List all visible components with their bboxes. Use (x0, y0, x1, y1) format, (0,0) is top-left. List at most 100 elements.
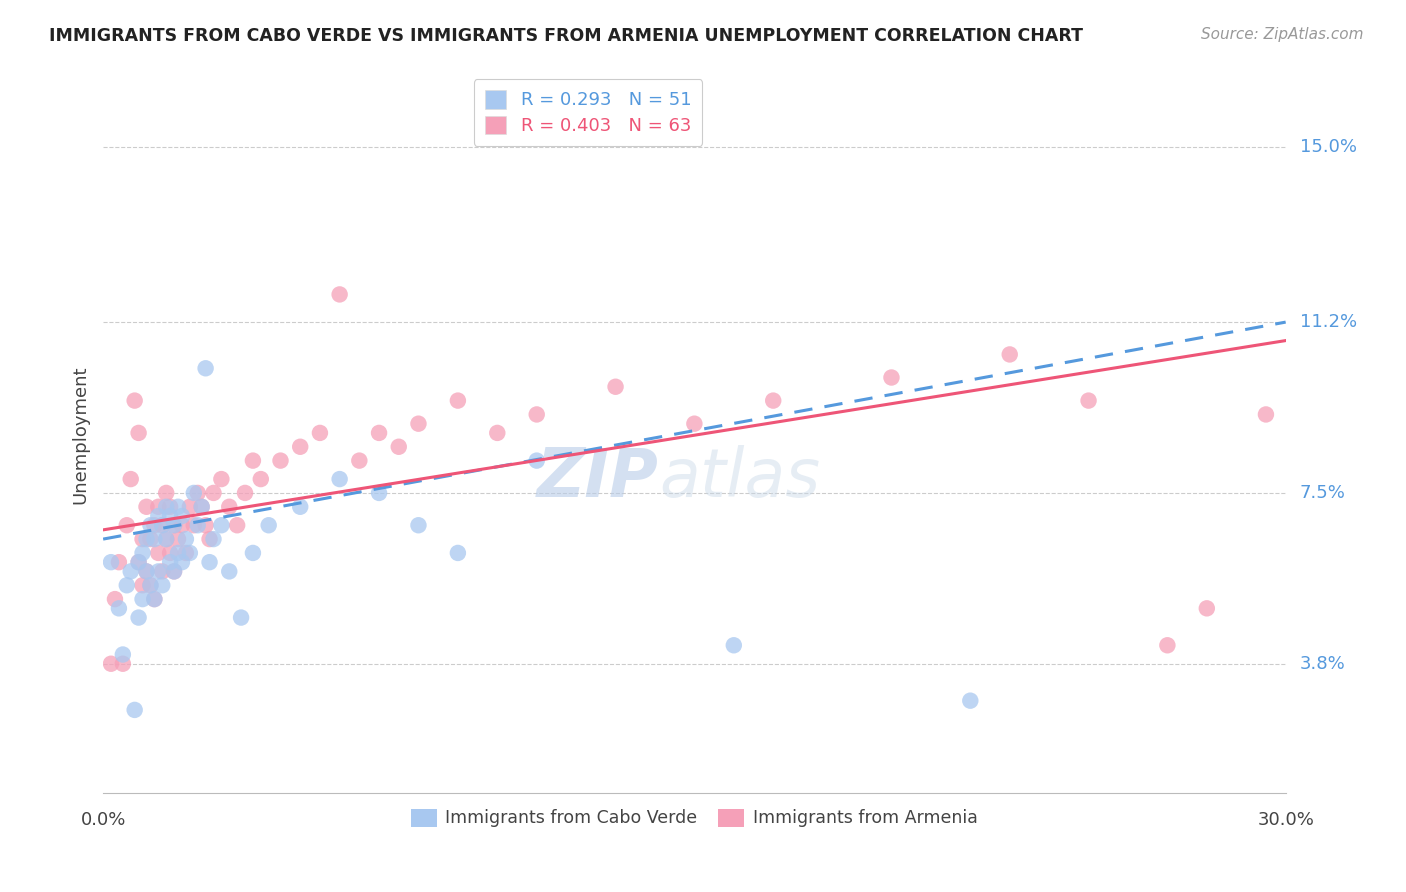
Point (128, 555, 150, 569)
Text: 15.0%: 15.0% (1299, 137, 1357, 156)
Point (202, 532, 225, 546)
Point (128, 610, 150, 624)
Point (135, 500, 157, 514)
Point (120, 565, 142, 579)
Point (167, 532, 190, 546)
Point (148, 508, 170, 523)
Point (155, 532, 177, 546)
Point (190, 500, 212, 514)
Point (139, 518, 162, 533)
Point (150, 518, 173, 533)
Point (100, 555, 122, 569)
Point (226, 518, 249, 533)
Point (111, 657, 134, 671)
Point (143, 532, 166, 546)
Point (242, 546, 264, 560)
Point (368, 425, 391, 440)
Point (179, 546, 201, 560)
Text: IMMIGRANTS FROM CABO VERDE VS IMMIGRANTS FROM ARMENIA UNEMPLOYMENT CORRELATION C: IMMIGRANTS FROM CABO VERDE VS IMMIGRANTS… (49, 27, 1083, 45)
Point (1077, 393, 1099, 408)
Text: 3.8%: 3.8% (1299, 655, 1346, 673)
Point (447, 393, 470, 408)
Point (108, 555, 131, 569)
Point (257, 518, 280, 533)
Point (388, 440, 411, 454)
Point (229, 610, 252, 624)
Point (139, 578, 162, 592)
Point (605, 380, 627, 394)
Point (124, 393, 146, 408)
Point (242, 453, 264, 467)
Point (148, 565, 170, 579)
Point (131, 546, 153, 560)
Point (174, 532, 197, 546)
Point (209, 518, 232, 533)
Point (115, 518, 138, 533)
Point (233, 486, 256, 500)
Point (139, 578, 162, 592)
Point (526, 408, 548, 422)
Point (148, 546, 170, 560)
Point (155, 500, 177, 514)
Point (187, 486, 209, 500)
Point (198, 555, 221, 569)
Point (368, 486, 391, 500)
Point (170, 508, 193, 523)
Point (163, 565, 186, 579)
Point (408, 417, 430, 431)
Point (1254, 408, 1277, 422)
Point (723, 638, 745, 652)
Point (349, 453, 371, 467)
Point (309, 425, 332, 440)
Point (143, 592, 166, 607)
Point (290, 440, 312, 454)
Text: atlas: atlas (659, 445, 820, 511)
Point (447, 546, 470, 560)
Point (155, 532, 177, 546)
Point (190, 500, 212, 514)
Point (998, 347, 1021, 361)
Point (187, 518, 209, 533)
Point (209, 472, 232, 486)
Point (408, 518, 430, 533)
Point (159, 555, 181, 569)
Point (108, 601, 131, 615)
Point (150, 578, 173, 592)
Text: 30.0%: 30.0% (1257, 812, 1315, 830)
Point (143, 592, 166, 607)
Point (174, 546, 197, 560)
Point (163, 518, 186, 533)
Point (959, 694, 981, 708)
Point (115, 578, 138, 592)
Point (131, 532, 153, 546)
Point (194, 518, 217, 533)
Point (880, 370, 903, 384)
Point (120, 472, 142, 486)
Point (167, 546, 190, 560)
Point (150, 565, 173, 579)
Point (183, 518, 205, 533)
Point (131, 592, 153, 607)
Point (170, 518, 193, 533)
Point (202, 486, 225, 500)
Point (128, 555, 150, 569)
Point (249, 472, 271, 486)
Text: Source: ZipAtlas.com: Source: ZipAtlas.com (1201, 27, 1364, 42)
Text: 7.5%: 7.5% (1299, 484, 1346, 502)
Point (1195, 601, 1218, 615)
Point (486, 425, 509, 440)
Point (183, 486, 205, 500)
Point (131, 578, 153, 592)
Point (159, 500, 181, 514)
Point (762, 393, 785, 408)
Point (329, 287, 352, 301)
Point (150, 518, 173, 533)
Point (683, 417, 706, 431)
Text: ZIP: ZIP (537, 445, 659, 511)
Point (124, 703, 146, 717)
Point (135, 532, 157, 546)
Point (159, 546, 181, 560)
Point (159, 508, 181, 523)
Point (155, 486, 177, 500)
Point (128, 425, 150, 440)
